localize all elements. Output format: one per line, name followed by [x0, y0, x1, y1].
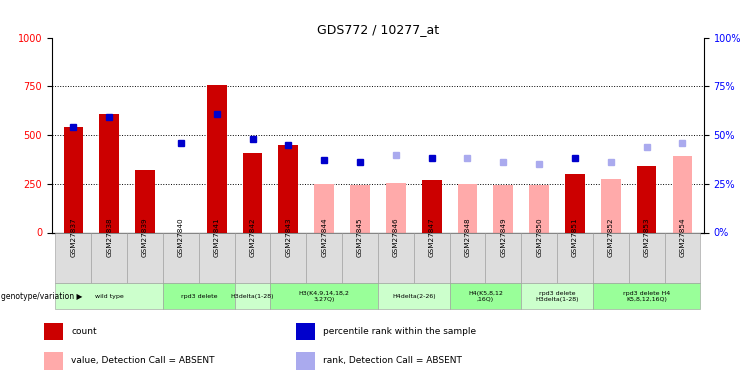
Bar	[163, 232, 199, 283]
Bar	[306, 232, 342, 283]
Bar	[163, 283, 235, 309]
Bar	[557, 232, 593, 283]
Bar	[270, 232, 306, 283]
Text: GSM27843: GSM27843	[285, 217, 291, 257]
Text: GSM27851: GSM27851	[572, 217, 578, 257]
Text: rpd3 delete
H3delta(1-28): rpd3 delete H3delta(1-28)	[535, 291, 579, 302]
Bar	[314, 184, 334, 232]
Text: GSM27842: GSM27842	[250, 217, 256, 257]
Text: H3(K4,9,14,18,2
3,27Q): H3(K4,9,14,18,2 3,27Q)	[299, 291, 350, 302]
Bar	[378, 232, 413, 283]
Text: GSM27841: GSM27841	[213, 217, 219, 257]
Text: GSM27838: GSM27838	[106, 217, 112, 257]
Bar	[127, 232, 163, 283]
Bar	[628, 232, 665, 283]
Text: GSM27853: GSM27853	[644, 217, 650, 257]
Text: H4(K5,8,12
,16Q): H4(K5,8,12 ,16Q)	[468, 291, 503, 302]
Bar	[279, 145, 298, 232]
Bar	[296, 352, 315, 369]
Bar	[386, 183, 405, 232]
Bar	[521, 232, 557, 283]
Bar	[529, 185, 549, 232]
Bar	[91, 232, 127, 283]
Bar	[565, 174, 585, 232]
Bar	[342, 232, 378, 283]
Bar	[350, 185, 370, 232]
Bar	[270, 283, 378, 309]
Text: genotype/variation ▶: genotype/variation ▶	[1, 292, 82, 301]
Bar	[601, 179, 621, 232]
Bar	[56, 232, 91, 283]
Text: wild type: wild type	[95, 294, 124, 299]
Bar	[135, 170, 155, 232]
Bar	[296, 323, 315, 340]
Text: GSM27849: GSM27849	[500, 217, 506, 257]
Bar	[665, 232, 700, 283]
Bar	[64, 127, 83, 232]
Bar	[494, 185, 514, 232]
Bar	[235, 232, 270, 283]
Text: GSM27846: GSM27846	[393, 217, 399, 257]
Text: count: count	[71, 327, 97, 336]
Bar	[207, 85, 227, 232]
Bar	[637, 166, 657, 232]
Bar	[56, 283, 163, 309]
Bar	[450, 232, 485, 283]
Bar	[593, 232, 628, 283]
Text: GSM27839: GSM27839	[142, 217, 148, 257]
Bar	[413, 232, 450, 283]
Text: percentile rank within the sample: percentile rank within the sample	[323, 327, 476, 336]
Text: GSM27840: GSM27840	[178, 217, 184, 257]
Text: GSM27852: GSM27852	[608, 217, 614, 257]
Bar	[521, 283, 593, 309]
Text: GSM27848: GSM27848	[465, 217, 471, 257]
Bar	[199, 232, 235, 283]
Text: GSM27850: GSM27850	[536, 217, 542, 257]
Bar	[422, 180, 442, 232]
Bar	[593, 283, 700, 309]
Text: value, Detection Call = ABSENT: value, Detection Call = ABSENT	[71, 356, 215, 365]
Bar	[673, 156, 692, 232]
Bar	[458, 184, 477, 232]
Text: GSM27837: GSM27837	[70, 217, 76, 257]
Text: GSM27847: GSM27847	[428, 217, 435, 257]
Text: H3delta(1-28): H3delta(1-28)	[230, 294, 274, 299]
Bar	[485, 232, 521, 283]
Text: H4delta(2-26): H4delta(2-26)	[392, 294, 436, 299]
Text: rpd3 delete H4
K5,8,12,16Q): rpd3 delete H4 K5,8,12,16Q)	[623, 291, 671, 302]
Bar	[44, 352, 63, 369]
Bar	[242, 153, 262, 232]
Text: rank, Detection Call = ABSENT: rank, Detection Call = ABSENT	[323, 356, 462, 365]
Bar	[450, 283, 521, 309]
Text: GSM27844: GSM27844	[321, 217, 328, 257]
Bar	[99, 114, 119, 232]
Bar	[378, 283, 450, 309]
Bar	[235, 283, 270, 309]
Text: GSM27854: GSM27854	[679, 217, 685, 257]
Text: GSM27845: GSM27845	[357, 217, 363, 257]
Text: rpd3 delete: rpd3 delete	[181, 294, 217, 299]
Title: GDS772 / 10277_at: GDS772 / 10277_at	[317, 23, 439, 36]
Bar	[44, 323, 63, 340]
